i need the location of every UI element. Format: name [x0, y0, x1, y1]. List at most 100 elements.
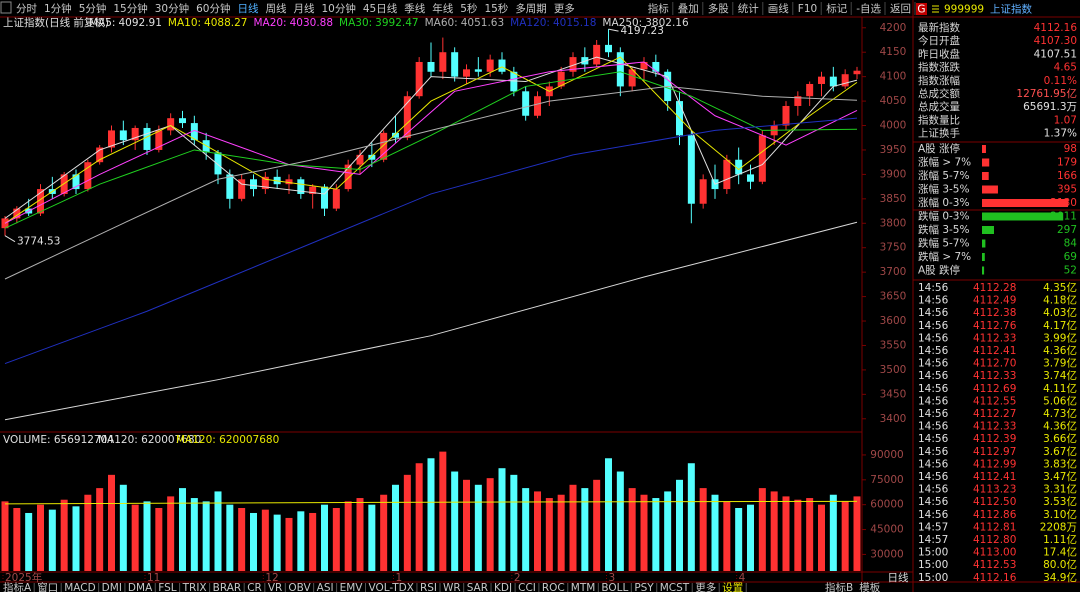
candle-body — [439, 52, 447, 72]
indicator-tab[interactable]: FSL — [158, 582, 177, 592]
indicator-tab[interactable]: KDJ — [494, 582, 512, 592]
indicator-tab[interactable]: EMV — [340, 582, 364, 592]
tick-price: 4112.33 — [973, 332, 1016, 344]
tick-price: 4112.50 — [973, 496, 1016, 508]
tick-price: 4112.41 — [973, 345, 1016, 357]
candle-body — [131, 127, 139, 141]
breadth-value: 84 — [1064, 238, 1078, 250]
candle-body — [616, 52, 624, 87]
period-tab[interactable]: 年线 — [432, 2, 453, 15]
period-label[interactable]: 日线 — [888, 571, 909, 584]
indicator-tab[interactable]: ROC — [542, 582, 565, 592]
breadth-value: 98 — [1064, 143, 1077, 155]
tick-price: 4112.53 — [973, 559, 1016, 571]
chart-title: 上证指数(日线 前复权) — [3, 16, 109, 29]
indicator-tab[interactable]: ASI — [317, 582, 334, 592]
period-tab[interactable]: 60分钟 — [196, 2, 230, 15]
candle-body — [155, 130, 163, 150]
indicator-tab[interactable]: 窗口 — [37, 581, 58, 592]
indicator-tab[interactable]: RSI — [420, 582, 437, 592]
indicator-tab[interactable]: CR — [247, 582, 262, 592]
period-tab[interactable]: 1分钟 — [44, 2, 72, 15]
period-tab[interactable]: 30分钟 — [155, 2, 189, 15]
indicator-tab[interactable]: MACD — [64, 582, 95, 592]
indicator-tab[interactable]: CCI — [518, 582, 536, 592]
indicator-tab[interactable]: SAR — [467, 582, 488, 592]
toolbar-action[interactable]: 返回 — [890, 3, 911, 15]
volume-bar — [569, 484, 577, 571]
indicator-tab[interactable]: DMA — [128, 582, 153, 592]
volume-bar — [368, 504, 376, 571]
period-tab[interactable]: 周线 — [266, 2, 287, 15]
period-tab[interactable]: 更多 — [554, 2, 575, 15]
indicator-tab[interactable]: 指标A — [3, 581, 32, 592]
y-tick-label: 75000 — [870, 474, 903, 486]
volume-bar — [557, 494, 565, 571]
low-annotation: 3774.53 — [17, 236, 60, 248]
indicator-tab[interactable]: DMI — [102, 582, 122, 592]
volume-bar — [226, 504, 234, 571]
period-tab[interactable]: 15分钟 — [113, 2, 147, 15]
ma-line — [4, 117, 858, 365]
toolbar-action[interactable]: 画线 — [768, 2, 789, 15]
volume-bar — [190, 498, 198, 571]
candle-body — [758, 135, 766, 182]
tick-volume: 3.79亿 — [1043, 357, 1077, 370]
volume-bar — [131, 504, 139, 571]
toolbar-action[interactable]: 指标 — [648, 2, 669, 15]
stat-value: 65691.3万 — [1023, 101, 1077, 113]
tick-volume: 1.11亿 — [1043, 533, 1077, 546]
indicator-tab[interactable]: MCST — [660, 582, 690, 592]
toolbar-action[interactable]: -自选 — [856, 2, 881, 15]
period-tab[interactable]: 45日线 — [363, 2, 398, 15]
volume-header: MA120: 620007680 — [176, 434, 279, 446]
toolbar-action[interactable]: 叠加 — [678, 3, 699, 15]
volume-bar — [309, 512, 317, 571]
ma-legend: MA250: 3802.16 — [602, 17, 689, 29]
toolbar-action[interactable]: F10 — [798, 3, 817, 15]
period-tab[interactable]: 5秒 — [460, 2, 478, 15]
breadth-label: 跌幅 0-3% — [918, 210, 969, 223]
indicator-tab[interactable]: VR — [268, 582, 282, 592]
indicator-tab[interactable]: BOLL — [601, 582, 628, 592]
y-tick-label: 4000 — [880, 120, 907, 132]
tick-volume: 3.47亿 — [1043, 470, 1077, 483]
candle-body — [202, 140, 210, 153]
indicator-tab[interactable]: OBV — [288, 582, 311, 592]
indicator-tab[interactable]: VOL-TDX — [368, 582, 413, 592]
indicator-tab[interactable]: BRAR — [213, 582, 242, 592]
indicator-tab[interactable]: 模板 — [859, 581, 880, 592]
breadth-bar — [982, 145, 986, 153]
toolbar-action[interactable]: 标记 — [826, 3, 847, 15]
candle-body — [628, 69, 636, 87]
indicator-tab[interactable]: 指标B — [825, 581, 853, 592]
indicator-tab[interactable]: 更多 — [695, 581, 716, 592]
period-tab[interactable]: 月线 — [294, 2, 315, 15]
period-tab[interactable]: 15秒 — [484, 2, 508, 15]
stat-value: 1.37% — [1044, 128, 1077, 140]
indicator-tab[interactable]: WR — [443, 582, 461, 592]
tick-time: 14:56 — [918, 345, 949, 357]
candle-body — [794, 96, 802, 106]
menu-icon[interactable] — [0, 1, 12, 14]
ma-line — [4, 85, 858, 280]
period-tab[interactable]: 日线 — [238, 2, 259, 15]
period-tab[interactable]: 分时 — [16, 3, 37, 15]
volume-bar — [794, 499, 802, 571]
period-tab[interactable]: 季线 — [404, 2, 425, 15]
candle-body — [167, 118, 175, 131]
period-tab[interactable]: 多周期 — [515, 2, 547, 15]
indicator-tab[interactable]: TRIX — [182, 582, 207, 592]
volume-bar — [853, 496, 861, 571]
toolbar-action[interactable]: 统计 — [738, 2, 759, 15]
indicator-tab[interactable]: 设置 — [722, 582, 743, 592]
volume-bar — [37, 504, 44, 571]
period-tab[interactable]: 10分钟 — [322, 2, 356, 15]
breadth-bar — [982, 266, 985, 275]
indicator-tab[interactable]: MTM — [571, 582, 596, 592]
tick-time: 15:00 — [918, 547, 948, 559]
indicator-tab[interactable]: PSY — [634, 582, 654, 592]
toolbar-action[interactable]: 多股 — [708, 2, 729, 15]
period-tab[interactable]: 5分钟 — [79, 2, 107, 15]
